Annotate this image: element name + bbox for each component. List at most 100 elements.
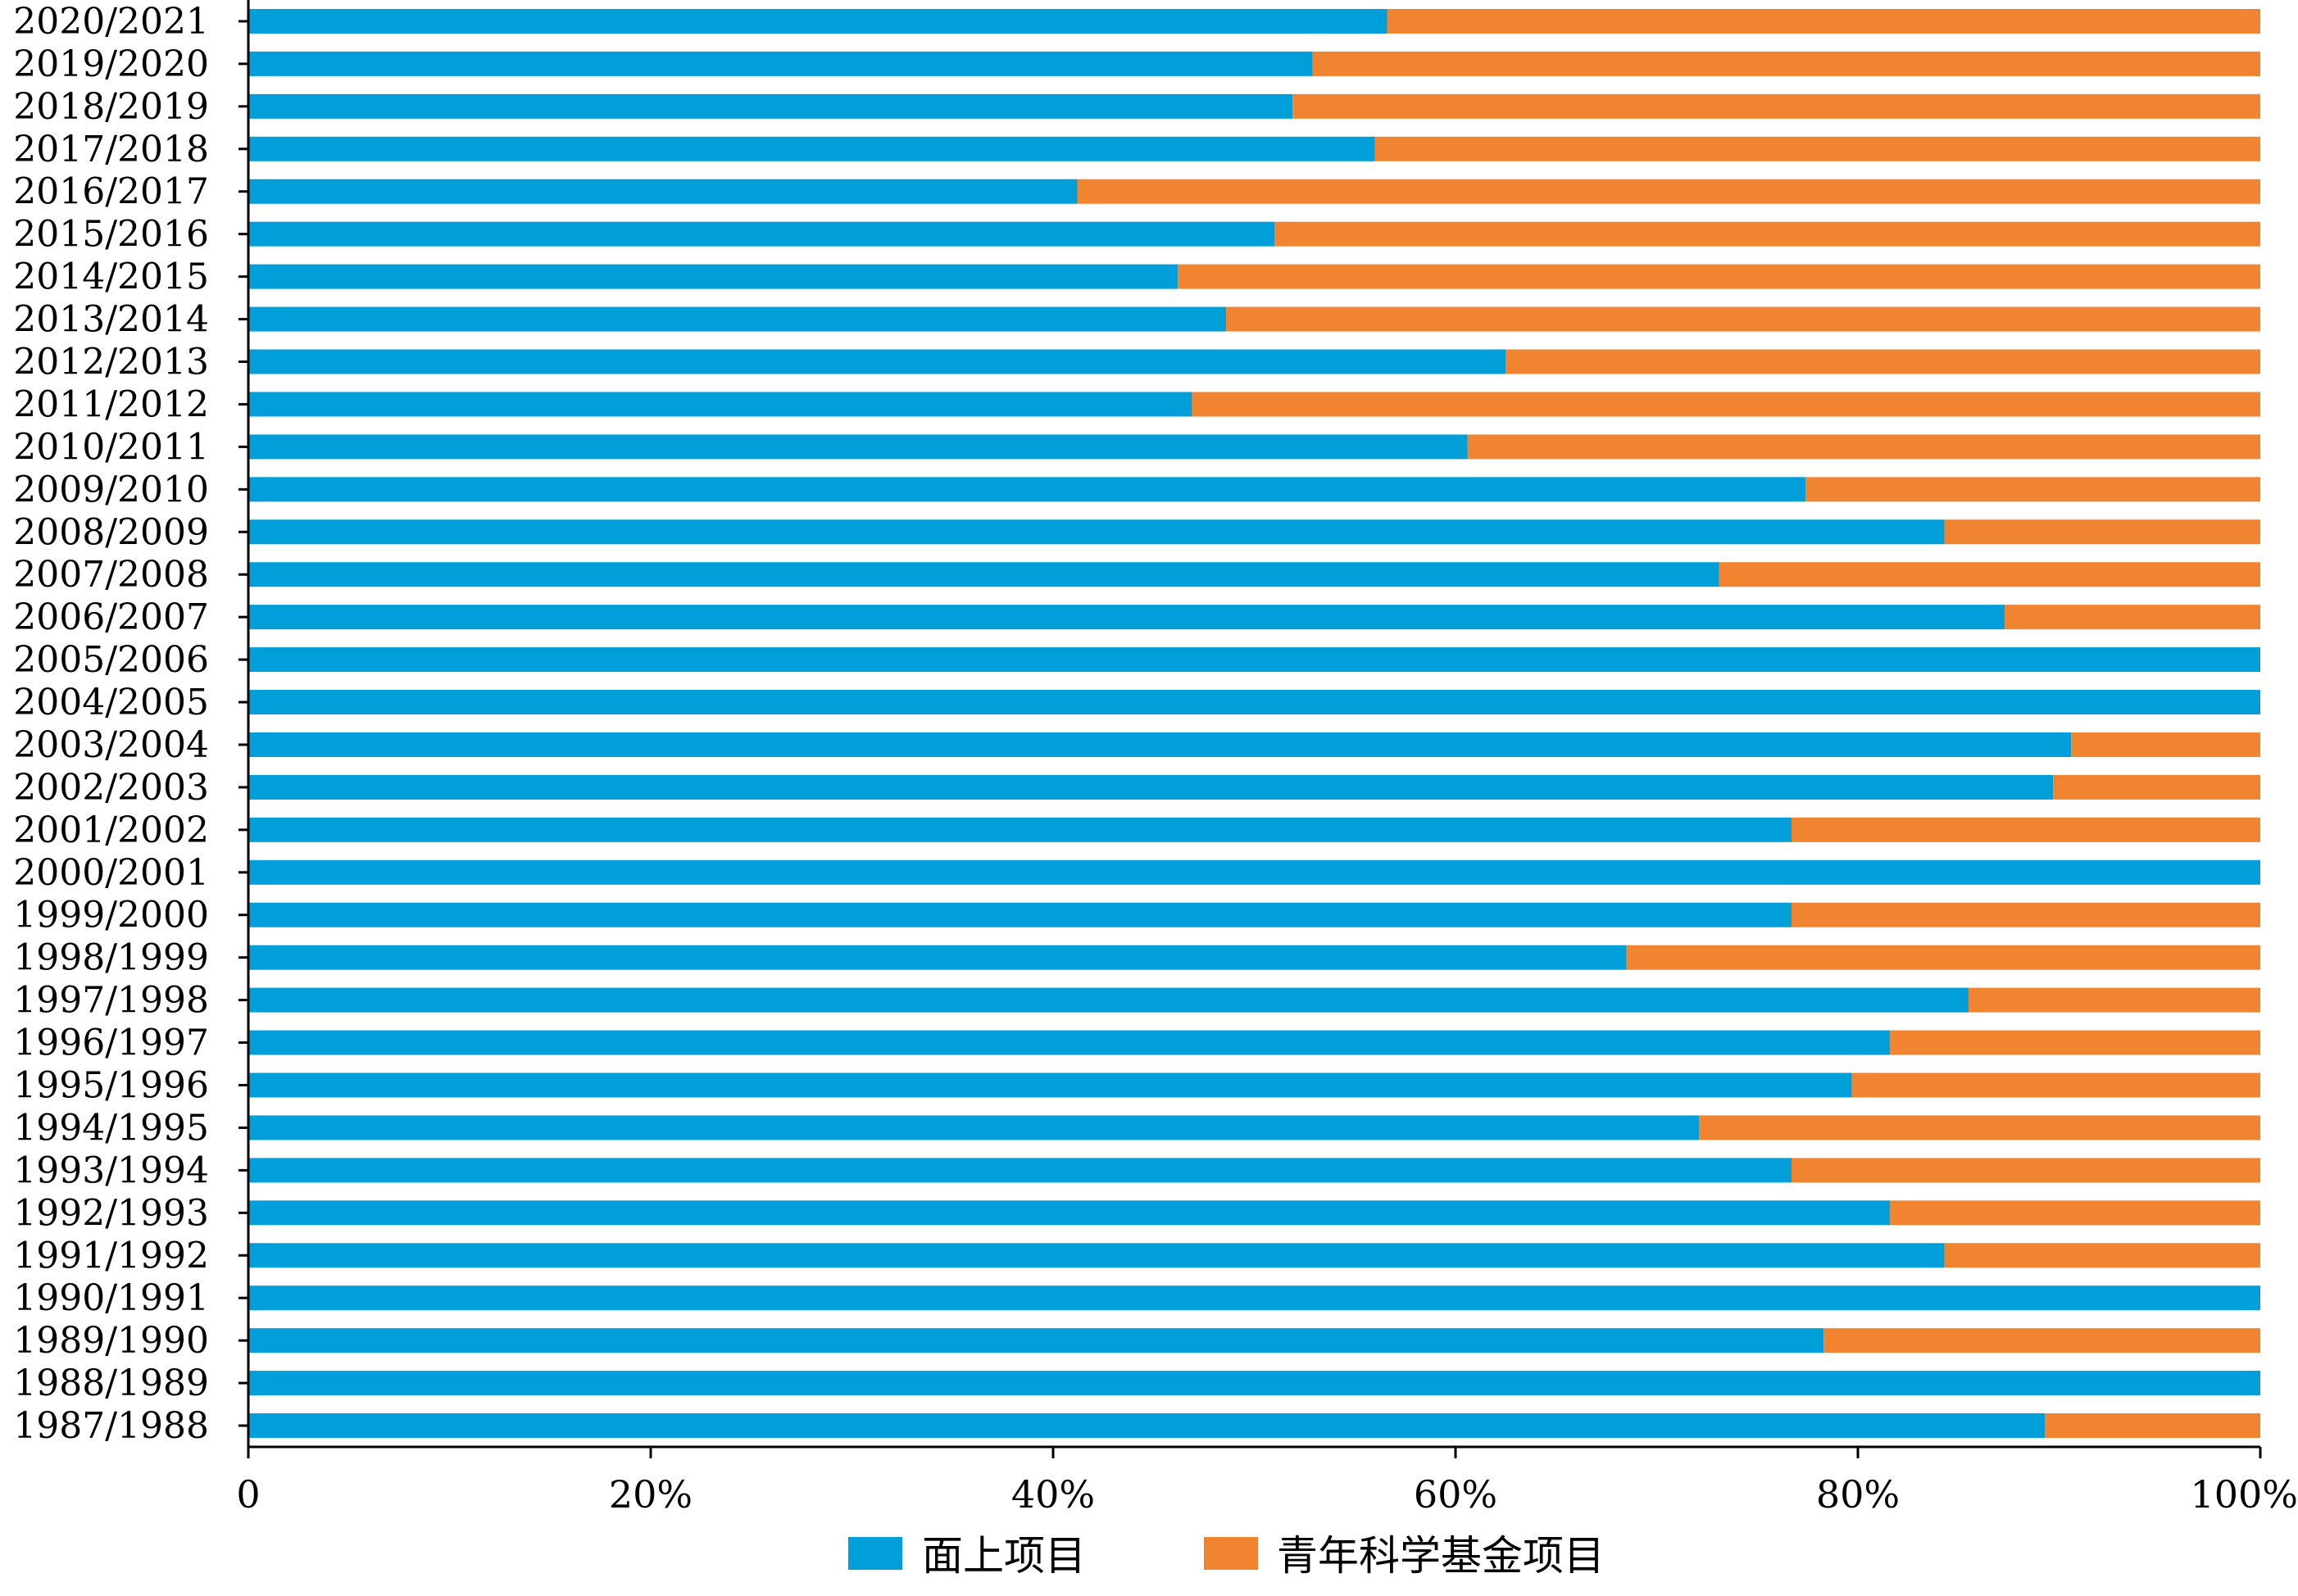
bar-segment-general-1989-1990 (248, 1328, 1824, 1353)
bar-segment-youth-1999-2000 (1791, 902, 2260, 927)
category-label: 2011/2012 (13, 383, 209, 425)
bar-segment-general-2017-2018 (248, 136, 1375, 161)
bars-layer (248, 8, 2260, 1439)
x-tick-label: 80% (1816, 1472, 1900, 1517)
category-label: 2003/2004 (13, 724, 209, 766)
bar-segment-general-2010-2011 (248, 434, 1468, 460)
bar-segment-youth-2011-2012 (1192, 392, 2260, 417)
bar-segment-youth-2014-2015 (1178, 264, 2260, 289)
bar-segment-youth-1997-1998 (1969, 987, 2260, 1013)
bar-segment-general-1998-1999 (248, 945, 1627, 970)
bar-segment-youth-1998-1999 (1626, 945, 2260, 970)
category-label: 2004/2005 (13, 682, 209, 723)
category-label: 2020/2021 (13, 1, 209, 43)
bar-segment-youth-2012-2013 (1506, 349, 2260, 374)
category-label: 2002/2003 (13, 767, 209, 809)
category-label: 2016/2017 (13, 171, 209, 213)
bar-segment-youth-2010-2011 (1467, 434, 2260, 460)
legend-label-youth: 青年科学基金项目 (1277, 1532, 1605, 1580)
bar-segment-general-1988-1989 (248, 1371, 2260, 1396)
legend-label-general: 面上项目 (922, 1532, 1086, 1580)
bar-segment-youth-2009-2010 (1805, 477, 2260, 502)
category-label: 2013/2014 (13, 299, 209, 341)
x-tick-label: 60% (1414, 1472, 1497, 1517)
category-label: 2007/2008 (13, 554, 209, 596)
category-label: 2014/2015 (13, 256, 209, 298)
category-label: 2010/2011 (13, 426, 209, 468)
category-label: 1989/1990 (13, 1320, 209, 1362)
bar-segment-general-2018-2019 (248, 93, 1293, 119)
bar-segment-youth-1993-1994 (1791, 1158, 2260, 1183)
bar-segment-youth-2018-2019 (1292, 93, 2260, 119)
bar-segment-youth-1991-1992 (1944, 1243, 2260, 1268)
category-label: 1993/1994 (13, 1149, 209, 1191)
bar-segment-general-1996-1997 (248, 1030, 1891, 1055)
bar-segment-general-2003-2004 (248, 732, 2072, 757)
bar-segment-general-1991-1992 (248, 1243, 1945, 1268)
category-label: 1991/1992 (13, 1235, 209, 1276)
bar-segment-youth-1989-1990 (1823, 1328, 2260, 1353)
bar-segment-general-1992-1993 (248, 1200, 1891, 1226)
bar-segment-general-2004-2005 (248, 690, 2260, 715)
bar-segment-general-2015-2016 (248, 221, 1275, 247)
category-label: 2018/2019 (13, 86, 209, 128)
category-label: 1996/1997 (13, 1022, 209, 1064)
category-label: 1998/1999 (13, 937, 209, 979)
category-labels: 2020/20212019/20202018/20192017/20182016… (13, 1, 209, 1447)
bar-segment-youth-1994-1995 (1699, 1115, 2260, 1140)
category-label: 1999/2000 (13, 895, 209, 936)
axes (238, 0, 2260, 1449)
category-label: 2019/2020 (13, 43, 209, 85)
bar-segment-general-2020-2021 (248, 8, 1387, 34)
bar-segment-youth-2015-2016 (1274, 221, 2260, 247)
category-label: 2000/2001 (13, 852, 209, 894)
bar-segment-youth-2008-2009 (1944, 519, 2260, 545)
bar-segment-general-2012-2013 (248, 349, 1506, 374)
bar-segment-general-2014-2015 (248, 264, 1179, 289)
bar-segment-youth-2003-2004 (2071, 732, 2260, 757)
bar-segment-youth-2016-2017 (1077, 179, 2260, 204)
category-label: 2015/2016 (13, 214, 209, 256)
bar-segment-general-2008-2009 (248, 519, 1945, 545)
category-label: 1988/1989 (13, 1362, 209, 1404)
bar-segment-general-1990-1991 (248, 1285, 2260, 1311)
x-axis-ticks: 0 20% 40% 60% 80% 100% (236, 1447, 2298, 1517)
x-tick-label: 40% (1011, 1472, 1095, 1517)
category-label: 2017/2018 (13, 129, 209, 170)
bar-segment-youth-2020-2021 (1387, 8, 2260, 34)
legend-swatch-youth (1204, 1537, 1258, 1570)
category-label: 1995/1996 (13, 1065, 209, 1107)
bar-segment-youth-2007-2008 (1719, 562, 2260, 587)
bar-segment-general-2009-2010 (248, 477, 1806, 502)
category-label: 1990/1991 (13, 1277, 209, 1319)
bar-segment-youth-1992-1993 (1890, 1200, 2260, 1226)
legend-swatch-general (848, 1537, 902, 1570)
bar-segment-general-2016-2017 (248, 179, 1078, 204)
category-label: 2008/2009 (13, 511, 209, 553)
bar-segment-youth-1995-1996 (1851, 1072, 2260, 1098)
x-tick-label: 0 (236, 1472, 260, 1517)
bar-segment-general-2006-2007 (248, 605, 2005, 630)
bar-segment-general-2001-2002 (248, 817, 1792, 842)
category-label: 2005/2006 (13, 639, 209, 681)
bar-segment-youth-2002-2003 (2053, 774, 2260, 800)
bar-segment-general-1994-1995 (248, 1115, 1700, 1140)
bar-segment-general-2019-2020 (248, 51, 1313, 76)
bar-segment-youth-2013-2014 (1226, 306, 2260, 332)
bar-segment-youth-2019-2020 (1312, 51, 2260, 76)
bar-segment-general-2011-2012 (248, 392, 1192, 417)
category-label: 2006/2007 (13, 596, 209, 638)
bar-segment-general-2000-2001 (248, 859, 2260, 885)
bar-segment-youth-1996-1997 (1890, 1030, 2260, 1055)
bar-segment-general-2013-2014 (248, 306, 1227, 332)
bar-segment-general-1987-1988 (248, 1413, 2046, 1439)
category-label: 1994/1995 (13, 1107, 209, 1149)
bar-segment-general-2005-2006 (248, 647, 2260, 673)
bar-segment-youth-2017-2018 (1374, 136, 2260, 161)
bar-segment-youth-2006-2007 (2005, 605, 2260, 630)
category-label: 1997/1998 (13, 980, 209, 1022)
bar-segment-general-1993-1994 (248, 1158, 1792, 1183)
bar-segment-general-2007-2008 (248, 562, 1719, 587)
x-tick-label: 20% (609, 1472, 693, 1517)
